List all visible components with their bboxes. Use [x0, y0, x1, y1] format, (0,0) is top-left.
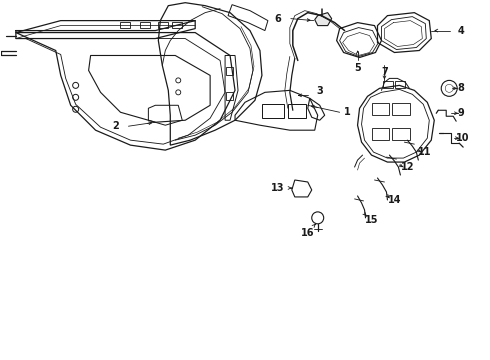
Bar [392, 103, 410, 115]
Bar [262, 104, 284, 118]
Bar [121, 22, 130, 28]
Polygon shape [315, 13, 332, 26]
Text: 11: 11 [417, 147, 431, 157]
Bar [395, 81, 405, 88]
Text: 6: 6 [274, 14, 281, 24]
Text: 1: 1 [344, 107, 351, 117]
Text: 5: 5 [354, 63, 361, 73]
Text: 16: 16 [301, 228, 315, 238]
Bar [141, 22, 150, 28]
Bar [158, 22, 168, 28]
Bar [371, 128, 390, 140]
Bar [371, 103, 390, 115]
Text: 3: 3 [317, 86, 323, 96]
Text: 12: 12 [401, 162, 414, 172]
Bar [226, 92, 233, 100]
Bar [226, 67, 233, 75]
Text: 4: 4 [458, 26, 465, 36]
Text: 9: 9 [458, 108, 465, 118]
Text: 8: 8 [458, 84, 465, 93]
Text: 15: 15 [365, 215, 378, 225]
Bar [288, 104, 306, 118]
Bar [392, 128, 410, 140]
Text: 10: 10 [456, 133, 470, 143]
Text: 14: 14 [388, 195, 401, 205]
Text: 2: 2 [112, 121, 119, 131]
Text: 7: 7 [381, 67, 388, 77]
Bar [384, 81, 393, 88]
Text: 13: 13 [271, 183, 285, 193]
Bar [172, 22, 182, 28]
